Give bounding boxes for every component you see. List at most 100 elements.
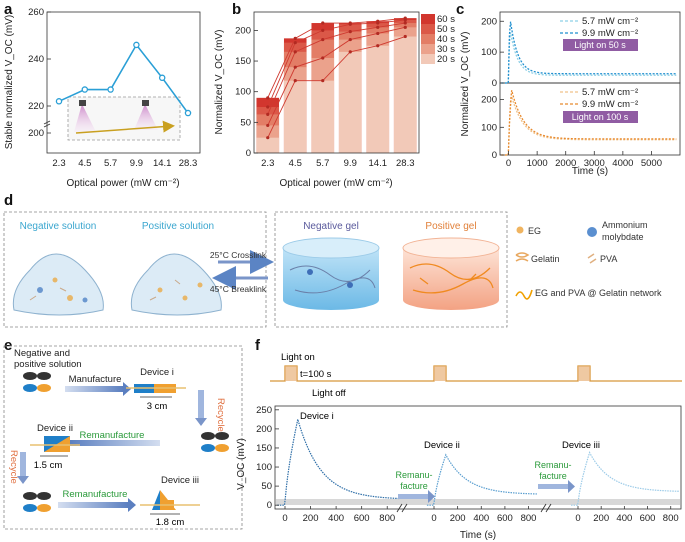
e-manufacture: Manufacture: [69, 374, 122, 385]
b-data-point: [293, 41, 297, 45]
c-ytick-label: 200: [481, 16, 497, 27]
schematic-d: Negative solution Positive solution 25°C…: [3, 211, 662, 328]
legend-am2: molybdate: [602, 232, 644, 242]
light-on-50-badge: [563, 39, 638, 51]
f-xtick-label: 200: [593, 513, 609, 524]
legend-eg: EG: [528, 226, 541, 236]
b-ytick-label: 150: [235, 56, 251, 67]
device-i-icon: [126, 384, 186, 393]
b-ytick-label: 0: [246, 148, 251, 159]
b-data-point: [293, 36, 297, 40]
c-top-legend-1: 9.9 mW cm⁻²: [582, 28, 638, 39]
axis-break-icon: [396, 503, 552, 513]
f-light-on: Light on: [281, 352, 315, 363]
b-xtick-label: 2.3: [261, 158, 274, 169]
b-data-point: [376, 44, 380, 48]
f-xtick-label: 400: [328, 513, 344, 524]
c-xtick-label: 3000: [584, 158, 605, 169]
f-series-line: [277, 419, 401, 506]
b-data-point: [321, 21, 325, 25]
light-source-icon: [79, 100, 86, 106]
c-ytick-label: 200: [481, 95, 497, 106]
b-legend-swatch: [421, 24, 435, 34]
a-series-line: [58, 43, 189, 114]
panel-label-b: b: [232, 1, 241, 18]
b-legend-swatch: [421, 14, 435, 24]
a-data-point: [158, 74, 166, 82]
c-bot-legend-1: 9.9 mW cm⁻²: [582, 99, 638, 110]
b-data-point: [266, 112, 270, 116]
f-ytick-label: 50: [261, 481, 272, 492]
a-data-point: [184, 109, 192, 117]
b-ytick-label: 50: [240, 117, 251, 128]
f-xtick-label: 0: [282, 513, 287, 524]
e-recycle-1: Recycle: [215, 398, 226, 432]
b-data-point: [266, 105, 270, 109]
a-xtick-label: 14.1: [153, 158, 172, 169]
a-ytick-label: 220: [28, 101, 44, 112]
pva-legend-icon: [587, 253, 597, 264]
e-recycle-2: Recycle: [8, 450, 19, 484]
c-top-annotation: Light on 50 s: [574, 40, 626, 50]
legend-pva: PVA: [600, 254, 617, 264]
b-series-line: [267, 22, 406, 115]
legend-network: EG and PVA @ Gelatin network: [535, 288, 662, 298]
b-series-line: [267, 17, 406, 99]
chart-a: 200 220 240 260 2.3 4.5 5.7 9.9 14.1 28.3 Stable…: [4, 7, 201, 189]
f-xtick-label: 400: [473, 513, 489, 524]
f-light-off: Light off: [312, 388, 346, 399]
chart-f: Light on t=100 s Light off 0 200 400 600 800…: [236, 352, 682, 541]
e-device-iii: Device iii: [161, 475, 199, 486]
f-xtick-label: 800: [663, 513, 679, 524]
disk-icon: [215, 432, 229, 440]
b-xtick-label: 28.3: [396, 158, 415, 169]
c-xtick-label: 4000: [612, 158, 633, 169]
b-bar: [283, 80, 307, 153]
b-data-point: [348, 21, 352, 25]
disk-icon: [37, 372, 51, 380]
b-data-point: [293, 50, 297, 54]
neg-gel-label: Negative gel: [303, 221, 359, 232]
b-data-point: [321, 56, 325, 60]
pos-gel-label: Positive gel: [425, 221, 476, 232]
b-legend-label: 50 s: [437, 24, 455, 35]
a-xtick-label: 2.3: [52, 158, 65, 169]
a-ytick-label: 240: [28, 54, 44, 65]
disk-icon: [37, 492, 51, 500]
e-reman-1: Remanufacture: [80, 430, 145, 441]
disk-icon: [201, 444, 215, 452]
f-ytick-label: 250: [256, 405, 272, 416]
b-series-line: [267, 19, 406, 108]
f-reman-1a: Remanu-: [395, 470, 432, 480]
disk-icon: [23, 492, 37, 500]
b-xtick-label: 5.7: [316, 158, 329, 169]
f-dev-iii: Device iii: [562, 440, 600, 451]
b-bar: [393, 36, 417, 153]
light-source-icon: [142, 100, 149, 106]
b-ytick-label: 100: [235, 87, 251, 98]
b-data-point: [376, 31, 380, 36]
b-data-point: [321, 37, 325, 42]
a-data-point: [133, 41, 140, 49]
f-xtick-label: 600: [497, 513, 513, 524]
a-ytick-label: 200: [28, 128, 44, 139]
c-xtick-label: 0: [506, 158, 511, 169]
b-data-point: [293, 65, 297, 69]
b-xtick-label: 9.9: [344, 158, 357, 169]
neg-solution-label: Negative solution: [20, 221, 97, 232]
optical-setup-inset: [67, 96, 181, 141]
b-data-point: [376, 25, 380, 29]
b-series-line: [267, 36, 406, 138]
b-ylabel: Normalized V_OC (mV): [214, 29, 225, 134]
disk-icon: [37, 504, 51, 512]
a-data-point: [81, 86, 89, 93]
light-schedule-line: [270, 365, 682, 382]
c-ytick-label: 0: [492, 78, 497, 89]
negative-gel-cylinder: [282, 237, 380, 310]
f-ytick-label: 150: [256, 443, 272, 454]
b-data-point: [348, 37, 352, 42]
c-series-line: [501, 96, 677, 156]
b-data-point: [348, 50, 352, 54]
